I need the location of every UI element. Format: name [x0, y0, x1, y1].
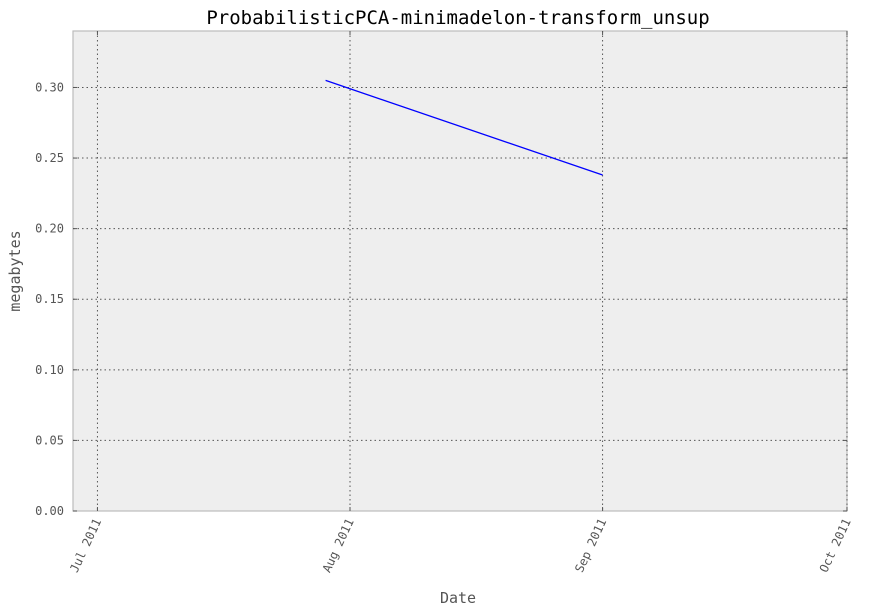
y-tick-label: 0.20: [35, 222, 64, 236]
y-tick-label: 0.15: [35, 292, 64, 306]
x-axis-label: Date: [440, 589, 476, 607]
grid: [73, 31, 848, 511]
x-tick-label: Jul 2011: [67, 516, 104, 574]
y-tick-label: 0.05: [35, 433, 64, 447]
series-line: [325, 79, 603, 176]
y-tick-label: 0.10: [35, 363, 64, 377]
y-axis-tick-labels: 0.00 0.05 0.10 0.15 0.20 0.25 0.30: [35, 80, 64, 518]
y-tick-label: 0.00: [35, 504, 64, 518]
x-tick-label: Oct 2011: [817, 516, 854, 574]
x-tick-label: Sep 2011: [572, 516, 609, 574]
axis-ticks: [73, 31, 848, 512]
plot-area: [72, 30, 848, 512]
y-tick-label: 0.30: [35, 80, 64, 94]
x-axis-tick-labels: Jul 2011 Aug 2011 Sep 2011 Oct 2011: [67, 516, 854, 574]
x-tick-label: Aug 2011: [320, 516, 357, 574]
y-tick-label: 0.25: [35, 151, 64, 165]
chart-title: ProbabilisticPCA-minimadelon-transform_u…: [206, 7, 709, 29]
series: [325, 79, 603, 176]
y-axis-label: megabytes: [6, 230, 24, 311]
